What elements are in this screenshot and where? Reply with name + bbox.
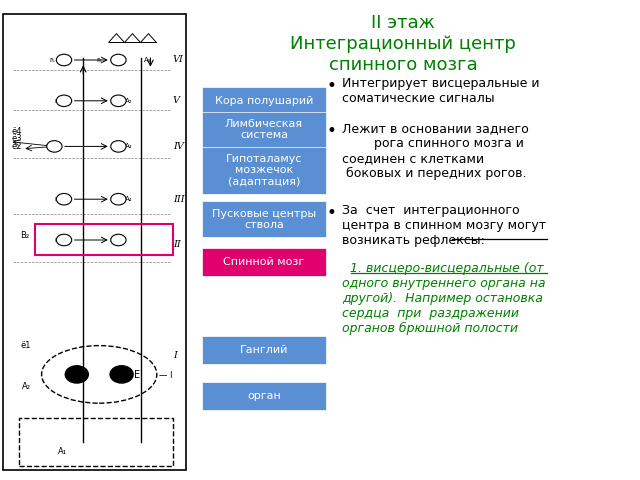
FancyBboxPatch shape <box>202 202 326 237</box>
Text: — I: — I <box>159 371 172 380</box>
Text: •: • <box>326 77 336 95</box>
Text: III: III <box>173 195 184 204</box>
Text: r₂: r₂ <box>55 196 60 202</box>
Circle shape <box>56 95 72 107</box>
Text: Пусковые центры
ствола: Пусковые центры ствола <box>212 208 316 230</box>
FancyBboxPatch shape <box>202 248 326 276</box>
Text: A₂: A₂ <box>22 382 31 391</box>
Text: Ганглий: Ганглий <box>240 346 288 355</box>
Circle shape <box>111 141 126 152</box>
Text: орган: орган <box>247 391 281 401</box>
Circle shape <box>111 193 126 205</box>
Circle shape <box>56 54 72 66</box>
Text: r₅: r₅ <box>50 57 55 62</box>
Text: A₂: A₂ <box>125 98 132 104</box>
Text: II этаж
Интеграционный центр
спинного мозга: II этаж Интеграционный центр спинного мо… <box>291 14 516 74</box>
Text: •: • <box>326 122 336 140</box>
Text: Лимбическая
система: Лимбическая система <box>225 119 303 141</box>
Text: r₆: r₆ <box>97 57 102 62</box>
Text: ё2: ё2 <box>12 143 22 151</box>
Text: A₁: A₁ <box>144 57 152 62</box>
Text: VI: VI <box>173 56 184 64</box>
Text: E: E <box>134 371 141 380</box>
FancyBboxPatch shape <box>202 382 326 410</box>
FancyBboxPatch shape <box>202 112 326 148</box>
Text: V: V <box>173 96 180 105</box>
Circle shape <box>56 193 72 205</box>
FancyBboxPatch shape <box>3 14 186 470</box>
Text: Лежит в основании заднего
        рога спинного мозга и
соединен с клетками
 бок: Лежит в основании заднего рога спинного … <box>342 122 529 180</box>
Circle shape <box>47 141 62 152</box>
Text: r₃: r₃ <box>45 144 51 149</box>
Circle shape <box>111 95 126 107</box>
Text: Гипоталамус
мозжечок
(адаптация): Гипоталамус мозжечок (адаптация) <box>226 154 302 187</box>
Circle shape <box>56 234 72 246</box>
Text: A₄: A₄ <box>125 196 132 202</box>
FancyBboxPatch shape <box>202 336 326 364</box>
Text: IV: IV <box>173 142 184 151</box>
Circle shape <box>111 234 126 246</box>
Text: Спинной мозг: Спинной мозг <box>223 257 305 266</box>
Text: A₃: A₃ <box>125 144 132 149</box>
Circle shape <box>110 366 133 383</box>
Ellipse shape <box>42 346 157 403</box>
Text: B₂: B₂ <box>20 231 29 240</box>
Text: •: • <box>326 204 336 222</box>
Text: 1. висцеро-висцеральные (от
одного внутреннего органа на
другой).  Например оста: 1. висцеро-висцеральные (от одного внутр… <box>342 262 546 335</box>
Text: Кора полушарий: Кора полушарий <box>215 96 313 106</box>
Circle shape <box>65 366 88 383</box>
FancyBboxPatch shape <box>202 147 326 194</box>
Text: ё1: ё1 <box>20 341 31 350</box>
Text: ё4: ё4 <box>12 127 22 135</box>
Text: r₁: r₁ <box>55 237 60 243</box>
FancyBboxPatch shape <box>202 87 326 115</box>
Text: A₁: A₁ <box>58 447 67 456</box>
Text: I: I <box>173 351 177 360</box>
Circle shape <box>111 54 126 66</box>
Text: r₄: r₄ <box>55 98 60 104</box>
Text: Интегрирует висцеральные и
соматические сигналы: Интегрирует висцеральные и соматические … <box>342 77 540 105</box>
Text: ё3: ё3 <box>12 134 22 143</box>
Text: II: II <box>173 240 180 249</box>
Text: За  счет  интеграционного
центра в спинном мозгу могут
возникать рефлексы:: За счет интеграционного центра в спинном… <box>342 204 547 247</box>
FancyBboxPatch shape <box>19 418 173 466</box>
